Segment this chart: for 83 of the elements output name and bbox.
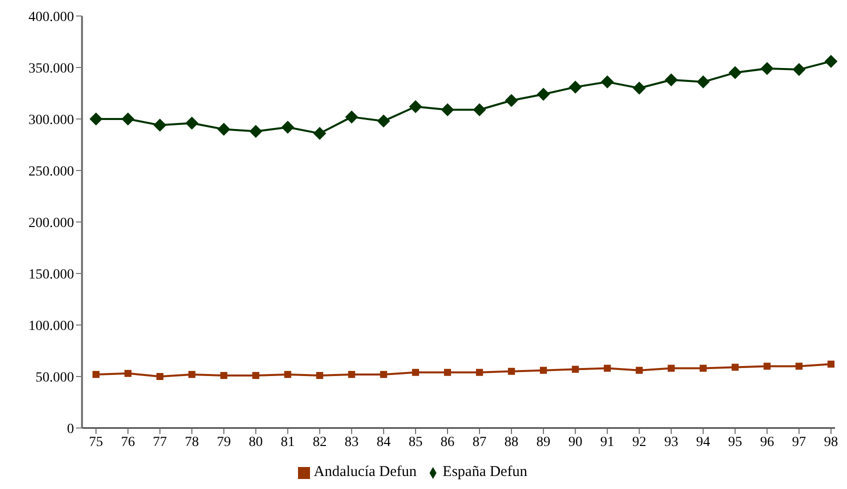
point xyxy=(92,370,100,378)
point xyxy=(476,368,483,376)
legend-label: España Defun xyxy=(442,464,528,480)
y-tick-label: 100.000 xyxy=(28,318,74,334)
x-tick-label: 78 xyxy=(184,434,199,450)
point xyxy=(185,116,198,130)
point xyxy=(536,88,550,101)
point xyxy=(121,112,134,126)
y-tick-label: 150.000 xyxy=(28,267,74,282)
x-tick-label: 88 xyxy=(504,434,518,450)
y-tick-label: 400.000 xyxy=(28,10,74,25)
point xyxy=(504,94,518,107)
y-tick-label: 50.000 xyxy=(36,370,74,386)
point xyxy=(153,118,166,132)
x-tick-label: 90 xyxy=(568,434,582,450)
point xyxy=(508,368,515,375)
point xyxy=(796,362,803,370)
x-tick-label: 96 xyxy=(760,434,774,450)
x-tick-label: 79 xyxy=(216,434,231,450)
y-tick-label: 350.000 xyxy=(28,61,74,76)
point xyxy=(700,364,707,372)
point xyxy=(792,63,806,76)
point xyxy=(696,75,710,88)
point xyxy=(441,103,454,116)
x-tick-label: 89 xyxy=(536,434,550,450)
y-tick-label: 300.000 xyxy=(28,112,74,128)
point xyxy=(345,110,358,124)
x-tick-label: 92 xyxy=(632,434,646,450)
point xyxy=(412,368,420,376)
point xyxy=(600,75,614,88)
point xyxy=(284,370,292,378)
point xyxy=(316,372,324,379)
point xyxy=(668,364,675,372)
point xyxy=(568,80,582,94)
point xyxy=(572,366,579,373)
x-tick-label: 87 xyxy=(472,434,486,450)
point xyxy=(313,126,326,140)
x-tick-label: 98 xyxy=(824,434,838,450)
point xyxy=(728,66,742,80)
point xyxy=(472,103,486,116)
x-tick-label: 80 xyxy=(248,434,263,450)
point xyxy=(217,122,230,136)
x-tick-label: 97 xyxy=(792,434,806,450)
x-tick-label: 93 xyxy=(664,434,678,450)
point xyxy=(252,372,260,379)
point xyxy=(249,124,262,138)
point xyxy=(764,362,771,370)
point xyxy=(124,370,132,377)
point xyxy=(732,364,739,371)
y-tick-label: 0 xyxy=(67,422,74,437)
point xyxy=(377,114,390,128)
x-tick-label: 82 xyxy=(312,434,327,450)
point xyxy=(824,54,838,68)
x-tick-label: 86 xyxy=(440,434,455,450)
x-tick-label: 95 xyxy=(728,434,742,450)
point xyxy=(540,366,547,374)
point xyxy=(664,73,678,86)
point xyxy=(760,62,774,76)
x-tick-label: 77 xyxy=(152,434,167,450)
x-tick-label: 75 xyxy=(89,434,103,450)
point xyxy=(444,368,452,376)
point xyxy=(636,366,643,374)
point xyxy=(156,373,164,380)
point xyxy=(348,370,356,378)
x-tick-label: 84 xyxy=(376,434,391,450)
x-tick-label: 85 xyxy=(408,434,423,450)
point xyxy=(380,370,388,378)
x-tick-label: 91 xyxy=(600,434,614,450)
x-tick-label: 76 xyxy=(120,434,135,450)
point xyxy=(828,360,834,368)
y-tick-label: 250.000 xyxy=(28,164,74,180)
point xyxy=(188,370,196,378)
y-tick-label: 200.000 xyxy=(28,216,74,231)
point xyxy=(632,82,646,95)
point xyxy=(604,364,611,372)
x-tick-label: 94 xyxy=(696,434,710,450)
point xyxy=(281,120,294,134)
x-tick-label: 83 xyxy=(344,434,359,450)
legend-label: Andalucía Defun xyxy=(314,464,417,480)
point xyxy=(90,112,102,126)
x-tick-label: 81 xyxy=(280,434,295,450)
point xyxy=(220,372,228,379)
point xyxy=(409,100,422,114)
